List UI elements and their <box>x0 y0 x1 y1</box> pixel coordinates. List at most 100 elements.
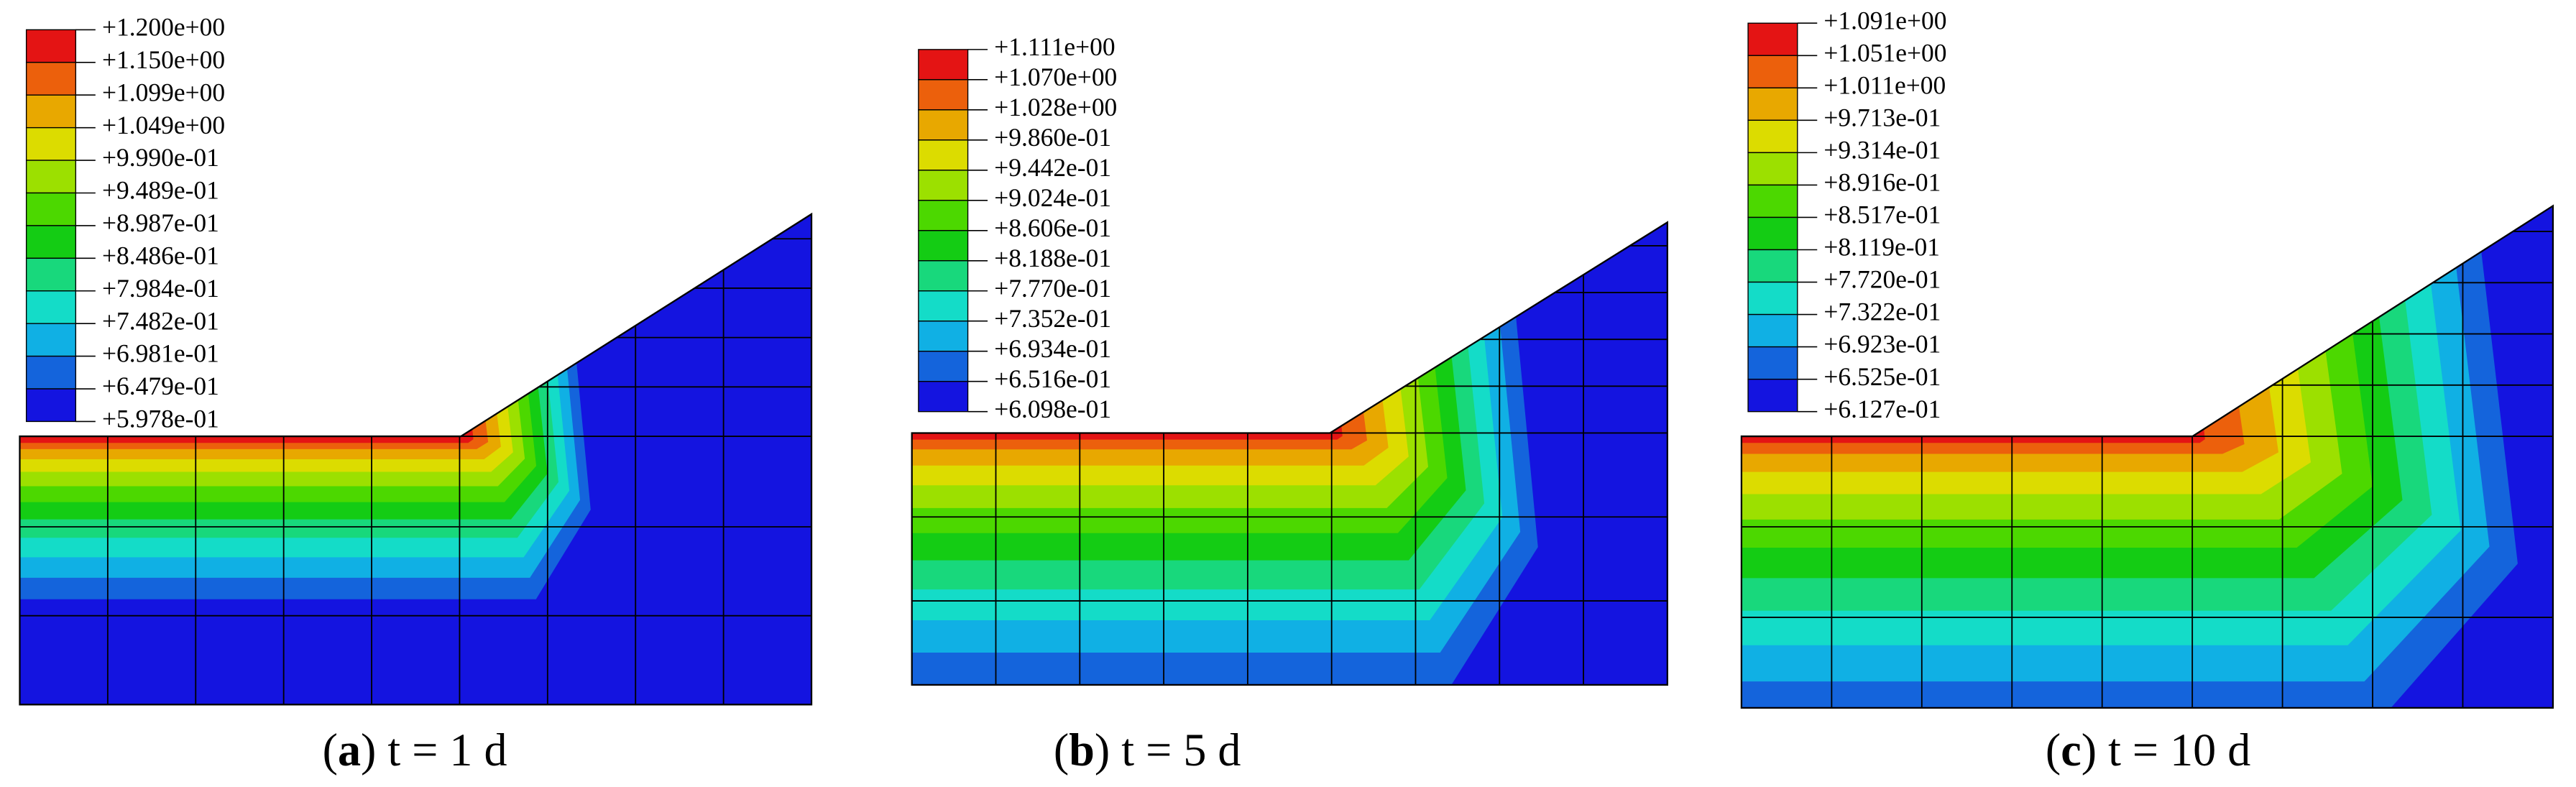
legend-label: +1.091e+00 <box>1823 6 1946 34</box>
legend-label: +9.314e-01 <box>1823 136 1941 165</box>
caption: (b) t = 5 d <box>1054 724 1241 776</box>
contour-band <box>1741 425 2205 443</box>
contour-band <box>19 410 501 460</box>
caption-label: b <box>1069 724 1095 776</box>
legend-label: +6.098e-01 <box>994 395 1111 423</box>
caption-label: c <box>2061 724 2081 776</box>
panel: +1.200e+00 +1.150e+00 +1.099e+00 +1.049e+00… <box>19 13 813 776</box>
caption-rest: ) t = 5 d <box>1095 724 1241 776</box>
legend-label: +1.150e+00 <box>102 45 225 74</box>
legend-label: +7.720e-01 <box>1823 265 1941 294</box>
legend-label: +7.482e-01 <box>102 306 219 335</box>
legend-label: +9.990e-01 <box>102 143 219 172</box>
legend-swatch <box>918 351 969 382</box>
legend-swatch <box>1747 184 1798 218</box>
legend-label: +1.011e+00 <box>1823 70 1946 99</box>
legend-label: +6.525e-01 <box>1823 362 1941 391</box>
contour-band <box>1741 384 2279 472</box>
legend-label: +6.479e-01 <box>102 372 219 400</box>
legend-swatch <box>25 192 77 226</box>
legend-swatch <box>1747 378 1798 413</box>
legend-swatch <box>918 170 969 201</box>
legend-label: +8.606e-01 <box>994 213 1111 242</box>
legend-swatch <box>918 230 969 262</box>
legend-swatch <box>1747 55 1798 88</box>
legend-swatch <box>1747 22 1798 56</box>
contour-band <box>19 425 474 443</box>
legend-swatch <box>25 323 77 357</box>
caption: (c) t = 10 d <box>2046 724 2250 776</box>
legend-swatch <box>25 388 77 423</box>
caption: (a) t = 1 d <box>323 724 507 776</box>
legend-swatch <box>918 79 969 111</box>
legend-swatch <box>1747 281 1798 316</box>
caption-open: ( <box>1054 724 1069 776</box>
contour <box>1741 206 2553 708</box>
mesh-outline <box>19 212 813 706</box>
legend-swatch <box>1747 346 1798 380</box>
legend-label: +5.978e-01 <box>102 405 219 433</box>
legend-label: +6.923e-01 <box>1823 330 1941 359</box>
legend-swatch <box>918 260 969 292</box>
legend-swatch <box>918 109 969 141</box>
legend-label: +6.127e-01 <box>1823 395 1941 423</box>
legend-swatch <box>25 94 77 129</box>
legend-swatch <box>25 160 77 194</box>
contour <box>911 222 1668 685</box>
legend-label: +7.352e-01 <box>994 304 1111 333</box>
caption-label: a <box>338 724 361 776</box>
legend-swatch <box>918 321 969 352</box>
legend-label: +6.516e-01 <box>994 364 1111 393</box>
mesh-outline <box>911 221 1669 686</box>
contour-band <box>911 397 1389 466</box>
legend-label: +9.024e-01 <box>994 183 1111 212</box>
legend-swatch <box>25 29 77 63</box>
caption-rest: ) t = 1 d <box>361 724 507 776</box>
legend-label: +9.442e-01 <box>994 153 1111 182</box>
legend-swatch <box>1747 313 1798 348</box>
legend-swatch <box>1747 87 1798 121</box>
legend-label: +7.770e-01 <box>994 274 1111 303</box>
legend-label: +1.028e+00 <box>994 93 1117 121</box>
legend-label: +1.049e+00 <box>102 111 225 139</box>
legend-label: +6.934e-01 <box>994 334 1111 363</box>
mesh-outline <box>1740 204 2554 709</box>
legend-swatch <box>918 381 969 413</box>
legend-swatch <box>1747 216 1798 251</box>
legend-swatch <box>918 200 969 231</box>
legend-swatch <box>25 225 77 259</box>
panel: +1.091e+00 +1.051e+00 +1.011e+00 +9.713e-01… <box>1740 6 2554 776</box>
legend-label: +8.987e-01 <box>102 208 219 237</box>
contour <box>19 213 812 705</box>
legend-swatch <box>25 62 77 96</box>
legend-label: +8.916e-01 <box>1823 168 1941 197</box>
legend-swatch <box>25 257 77 292</box>
contour-band <box>911 423 1343 440</box>
legend-label: +1.070e+00 <box>994 63 1117 91</box>
legend-swatch <box>918 290 969 322</box>
legend-swatch <box>1747 249 1798 283</box>
legend-label: +1.200e+00 <box>102 13 225 42</box>
caption-open: ( <box>2046 724 2061 776</box>
legend-swatch <box>918 49 969 80</box>
legend-label: +1.111e+00 <box>994 32 1115 61</box>
legend-label: +9.713e-01 <box>1823 103 1941 132</box>
legend-swatch <box>25 355 77 390</box>
legend-label: +7.322e-01 <box>1823 298 1941 326</box>
legend-label: +8.486e-01 <box>102 241 219 270</box>
legend-swatch <box>25 290 77 324</box>
caption-rest: ) t = 10 d <box>2082 724 2251 776</box>
caption-open: ( <box>323 724 338 776</box>
legend-label: +9.860e-01 <box>994 123 1111 152</box>
panel: +1.111e+00+1.070e+00+1.028e+00+9.860e-01… <box>911 32 1669 776</box>
legend-label: +1.099e+00 <box>102 78 225 106</box>
legend-swatch <box>918 139 969 171</box>
legend-swatch <box>1747 152 1798 186</box>
contour-band <box>19 418 489 449</box>
legend-label: +9.489e-01 <box>102 176 219 205</box>
legend-label: +8.517e-01 <box>1823 201 1941 229</box>
legend-swatch <box>1747 119 1798 154</box>
legend-label: +1.051e+00 <box>1823 38 1946 67</box>
legend-label: +7.984e-01 <box>102 274 219 303</box>
